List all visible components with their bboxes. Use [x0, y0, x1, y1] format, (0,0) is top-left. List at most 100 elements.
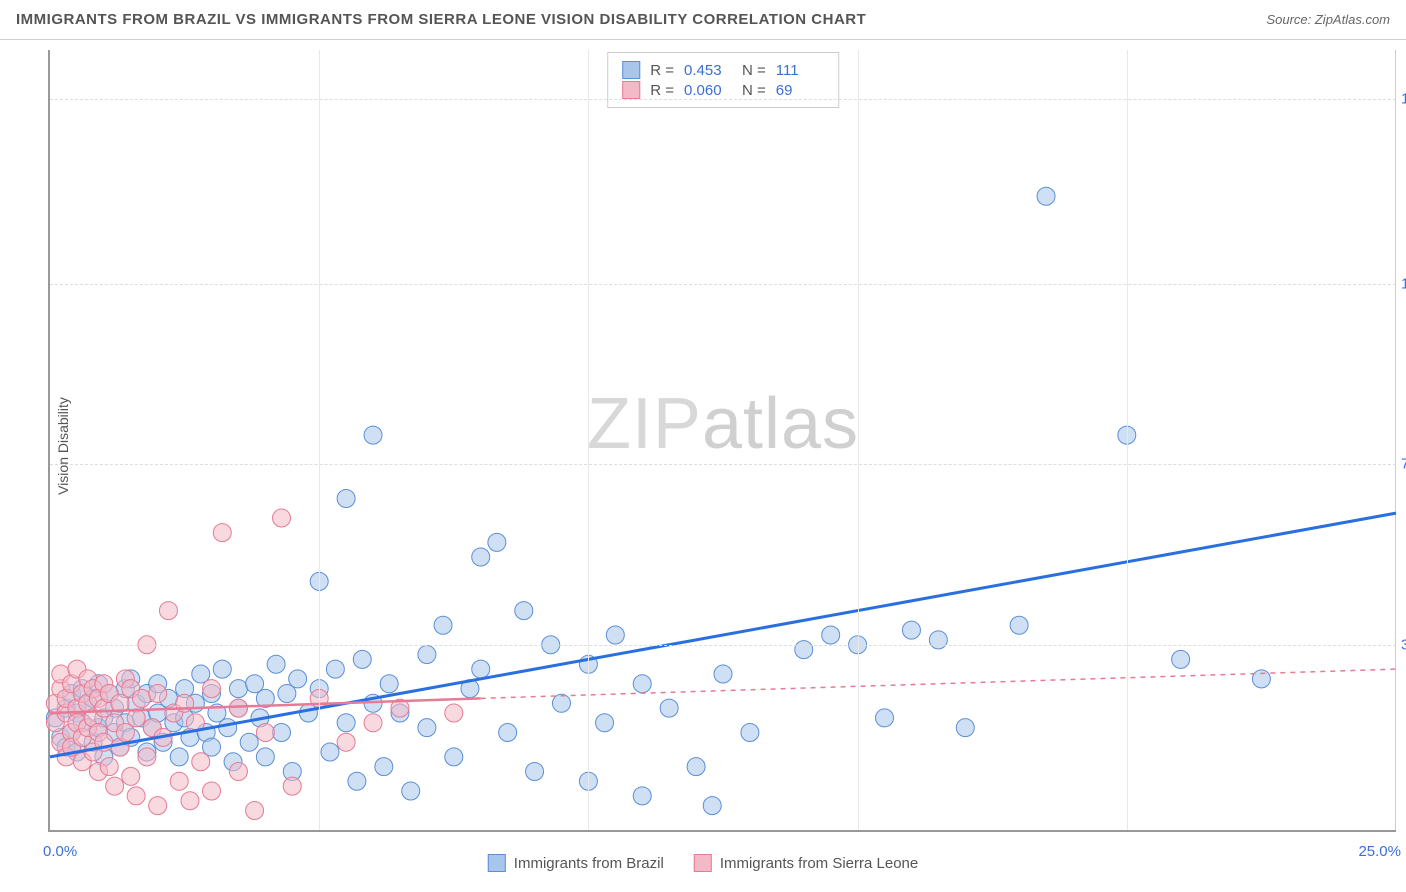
scatter-point	[956, 719, 974, 737]
scatter-point	[289, 670, 307, 688]
scatter-point	[472, 660, 490, 678]
scatter-point	[337, 733, 355, 751]
scatter-point	[192, 753, 210, 771]
scatter-point	[246, 802, 264, 820]
plot-region: ZIPatlas R =0.453N =111R =0.060N =69 3.8…	[48, 50, 1396, 832]
scatter-point	[1172, 650, 1190, 668]
gridline-v	[588, 50, 589, 830]
stat-n-label: N =	[742, 82, 766, 99]
scatter-point	[138, 748, 156, 766]
scatter-point	[213, 660, 231, 678]
y-tick-label: 15.0%	[1401, 90, 1406, 107]
plot-svg	[50, 50, 1396, 830]
scatter-point	[380, 675, 398, 693]
scatter-point	[273, 724, 291, 742]
scatter-point	[229, 699, 247, 717]
scatter-point	[100, 758, 118, 776]
legend-swatch	[694, 854, 712, 872]
scatter-point	[515, 602, 533, 620]
scatter-point	[703, 797, 721, 815]
chart-header: IMMIGRANTS FROM BRAZIL VS IMMIGRANTS FRO…	[0, 0, 1406, 40]
stat-legend-row: R =0.453N =111	[622, 61, 824, 79]
scatter-point	[375, 758, 393, 776]
scatter-point	[149, 685, 167, 703]
legend-label: Immigrants from Sierra Leone	[720, 855, 918, 872]
scatter-point	[364, 714, 382, 732]
x-origin-label: 0.0%	[43, 843, 77, 860]
stat-r-label: R =	[650, 62, 674, 79]
legend-label: Immigrants from Brazil	[514, 855, 664, 872]
scatter-point	[203, 680, 221, 698]
scatter-point	[353, 650, 371, 668]
gridline-v	[1127, 50, 1128, 830]
scatter-point	[418, 719, 436, 737]
gridline-v	[319, 50, 320, 830]
scatter-point	[876, 709, 894, 727]
trend-line	[50, 513, 1396, 757]
scatter-point	[633, 675, 651, 693]
scatter-point	[1252, 670, 1270, 688]
scatter-point	[902, 621, 920, 639]
y-tick-label: 3.8%	[1401, 636, 1406, 653]
scatter-point	[122, 767, 140, 785]
scatter-point	[127, 709, 145, 727]
gridline-h	[50, 99, 1396, 100]
scatter-point	[633, 787, 651, 805]
scatter-point	[472, 548, 490, 566]
scatter-point	[213, 524, 231, 542]
scatter-point	[488, 533, 506, 551]
y-tick-label: 11.2%	[1401, 276, 1406, 293]
scatter-point	[283, 777, 301, 795]
scatter-point	[418, 646, 436, 664]
scatter-point	[929, 631, 947, 649]
scatter-point	[348, 772, 366, 790]
scatter-point	[203, 782, 221, 800]
scatter-point	[434, 616, 452, 634]
scatter-point	[170, 772, 188, 790]
legend-swatch	[488, 854, 506, 872]
scatter-point	[596, 714, 614, 732]
scatter-point	[402, 782, 420, 800]
stat-r-value: 0.060	[684, 82, 732, 99]
stat-legend-row: R =0.060N =69	[622, 81, 824, 99]
scatter-point	[660, 699, 678, 717]
gridline-h	[50, 464, 1396, 465]
scatter-point	[687, 758, 705, 776]
scatter-point	[552, 694, 570, 712]
scatter-point	[149, 797, 167, 815]
scatter-point	[364, 426, 382, 444]
scatter-point	[445, 704, 463, 722]
scatter-point	[822, 626, 840, 644]
gridline-h	[50, 284, 1396, 285]
stat-n-value: 111	[776, 62, 824, 79]
scatter-point	[267, 655, 285, 673]
scatter-point	[714, 665, 732, 683]
scatter-point	[526, 763, 544, 781]
x-max-label: 25.0%	[1358, 843, 1401, 860]
scatter-point	[133, 689, 151, 707]
legend-item: Immigrants from Sierra Leone	[694, 854, 918, 872]
scatter-point	[499, 724, 517, 742]
bottom-legend: Immigrants from Brazil Immigrants from Si…	[488, 854, 918, 872]
scatter-point	[337, 714, 355, 732]
scatter-point	[445, 748, 463, 766]
legend-swatch	[622, 61, 640, 79]
y-tick-label: 7.5%	[1401, 456, 1406, 473]
scatter-point	[181, 792, 199, 810]
scatter-point	[273, 509, 291, 527]
legend-swatch	[622, 81, 640, 99]
gridline-v	[858, 50, 859, 830]
scatter-point	[795, 641, 813, 659]
scatter-point	[741, 724, 759, 742]
scatter-point	[1037, 187, 1055, 205]
legend-item: Immigrants from Brazil	[488, 854, 664, 872]
stat-n-value: 69	[776, 82, 824, 99]
scatter-point	[229, 763, 247, 781]
scatter-point	[170, 748, 188, 766]
scatter-point	[256, 724, 274, 742]
scatter-point	[229, 680, 247, 698]
stat-r-value: 0.453	[684, 62, 732, 79]
chart-source: Source: ZipAtlas.com	[1266, 12, 1390, 27]
scatter-point	[606, 626, 624, 644]
scatter-point	[321, 743, 339, 761]
